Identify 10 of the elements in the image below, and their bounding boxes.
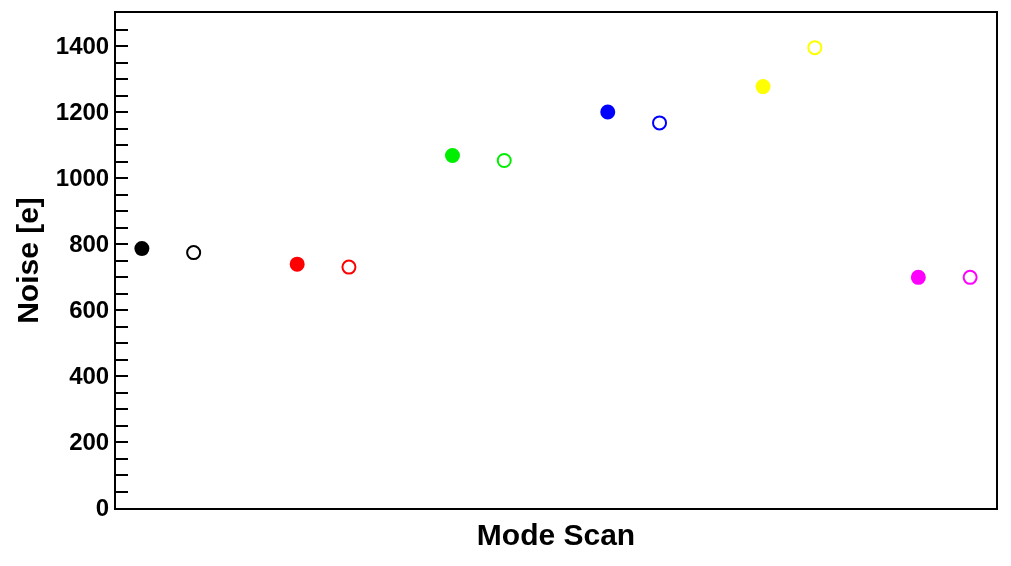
y-tick-label: 1200	[55, 98, 110, 126]
x-axis-title: Mode Scan	[476, 518, 636, 551]
y-tick-label: 0	[95, 494, 110, 522]
y-tick-label: 1400	[55, 32, 110, 60]
y-tick-label: 800	[69, 230, 110, 258]
y-tick-label: 200	[69, 428, 110, 456]
y-tick-label: 400	[69, 362, 110, 390]
y-tick-label: 1000	[55, 164, 110, 192]
y-axis-title: Noise [e]	[11, 197, 45, 324]
y-tick-label: 600	[69, 296, 110, 324]
